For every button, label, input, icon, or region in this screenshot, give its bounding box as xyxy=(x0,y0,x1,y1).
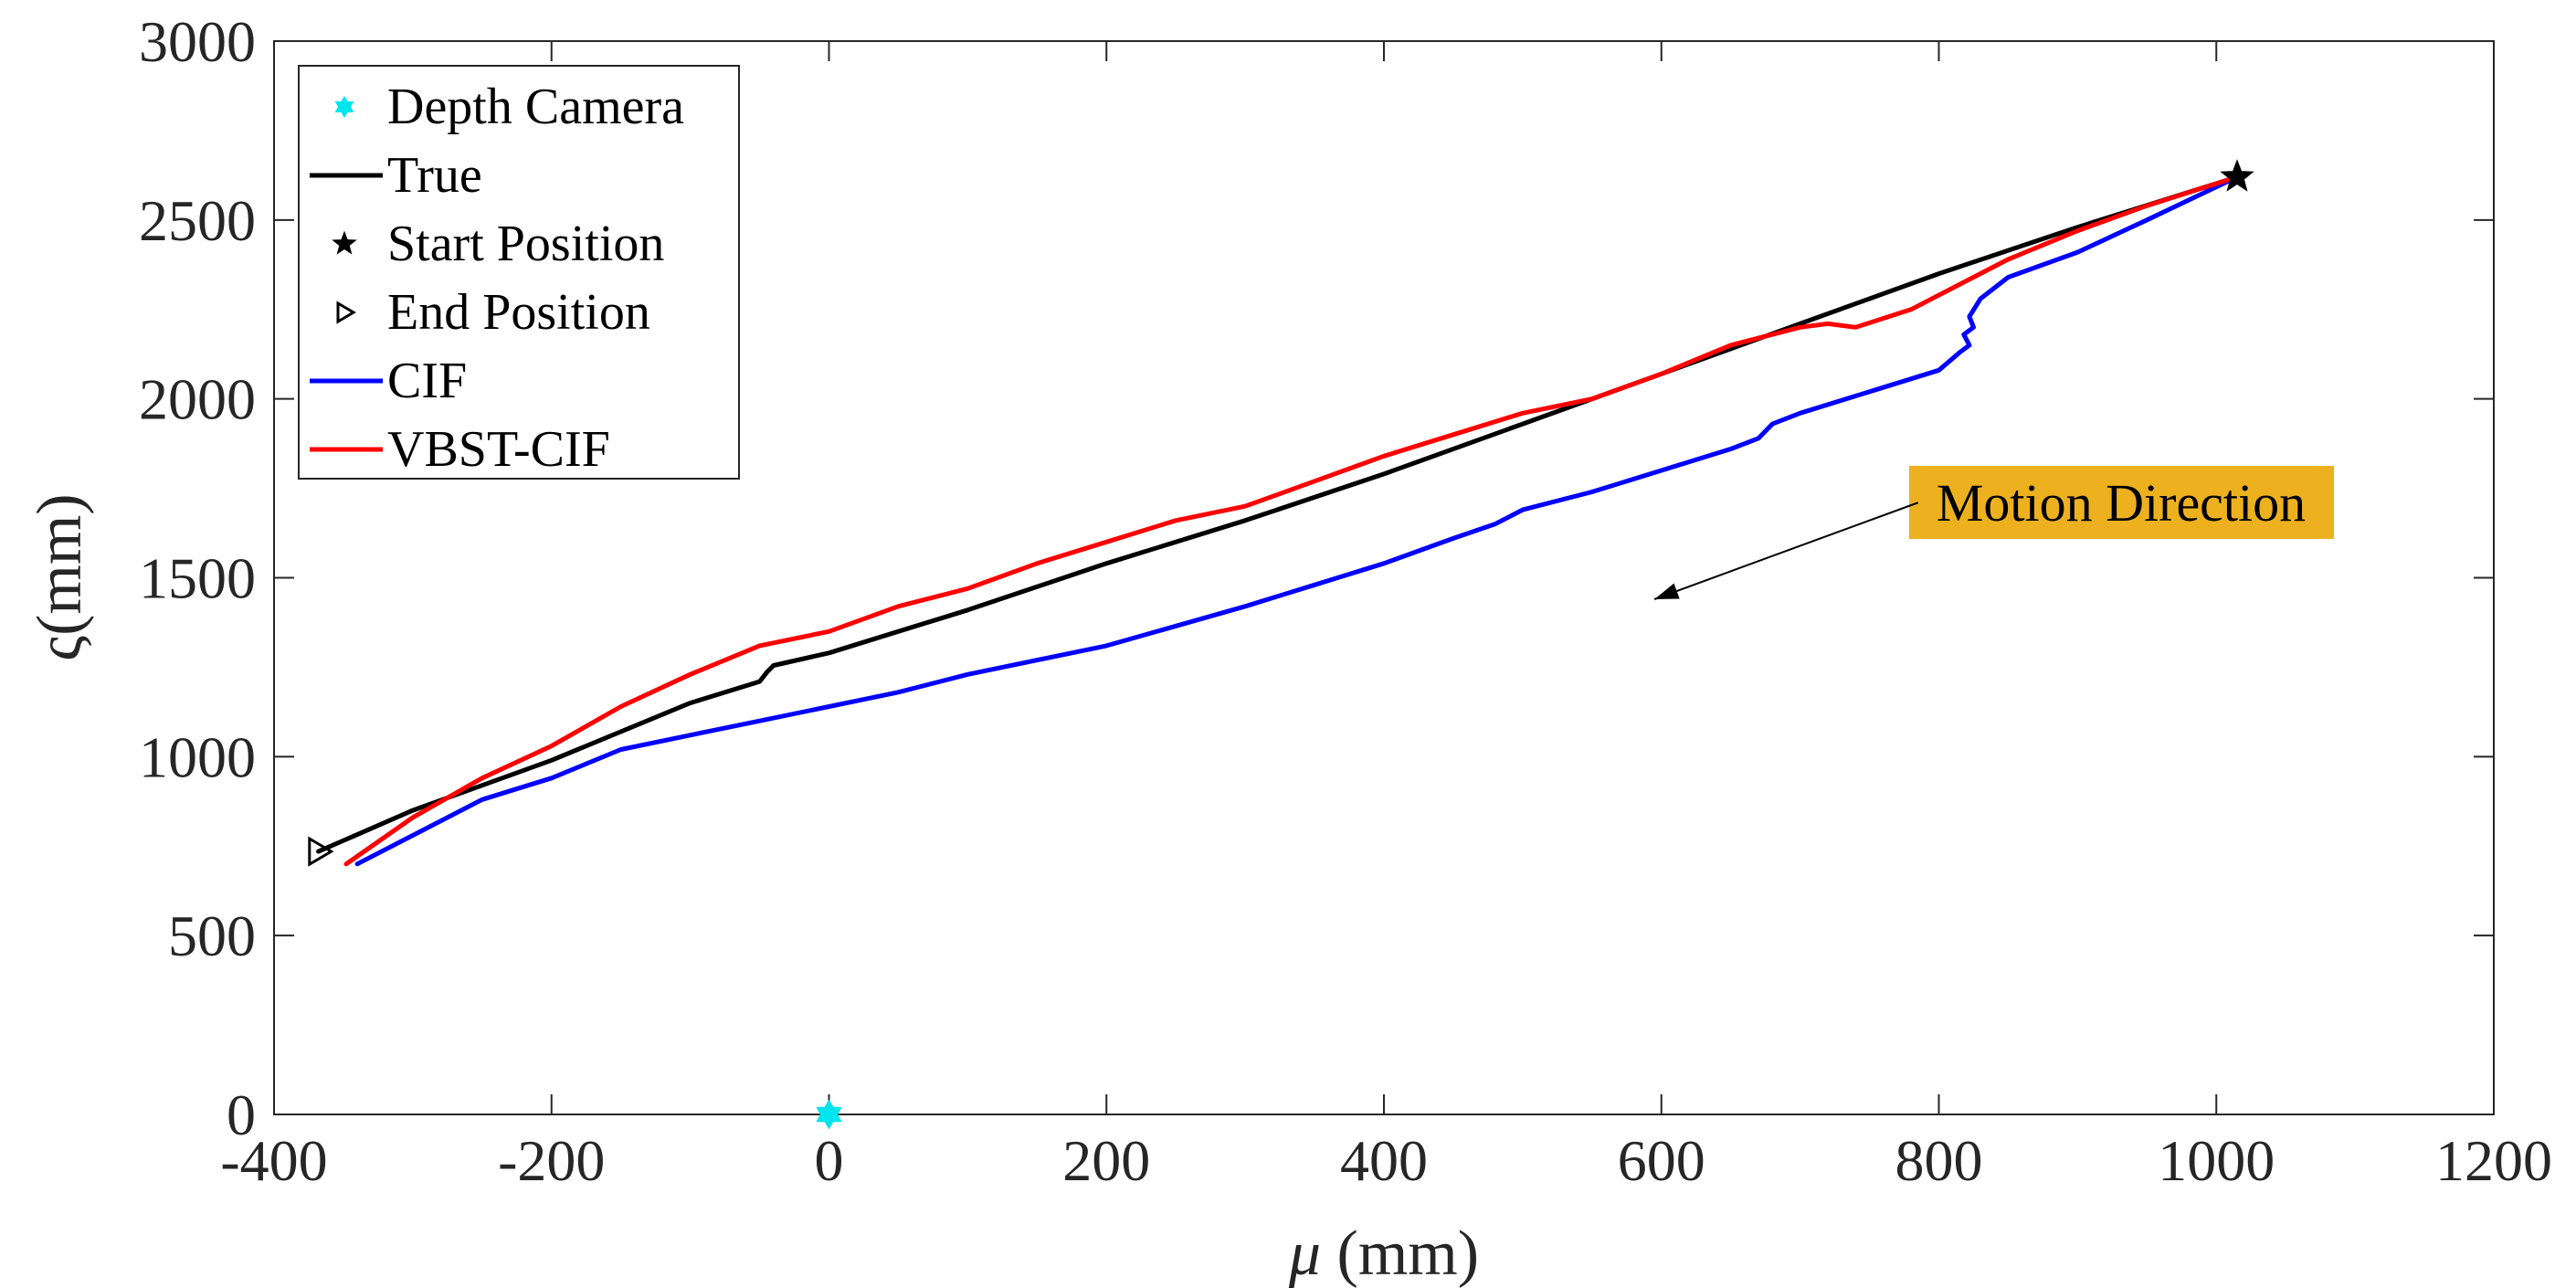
annotation-arrowhead xyxy=(1654,583,1680,599)
y-tick-label: 500 xyxy=(168,903,256,968)
legend-label-cif: CIF xyxy=(387,353,467,409)
x-axis-ticks: -400 -200 0 200 400 600 800 1000 1200 xyxy=(220,41,2552,1193)
y-tick-label: 3000 xyxy=(139,9,256,74)
x-axis-unit: (mm) xyxy=(1321,1219,1479,1288)
x-tick-label: 1200 xyxy=(2435,1128,2552,1193)
x-tick-label: -200 xyxy=(498,1128,605,1193)
annotation-box xyxy=(1909,466,2334,539)
x-tick-label: 400 xyxy=(1340,1128,1428,1193)
legend-label-vbst-cif: VBST-CIF xyxy=(387,421,610,478)
annotation-text: Motion Direction xyxy=(1937,473,2306,533)
end-position-marker xyxy=(308,836,334,867)
x-axis-symbol: μ xyxy=(1288,1219,1321,1288)
annotation-arrow xyxy=(1653,501,1919,600)
motion-direction-annotation: Motion Direction xyxy=(1653,466,2334,600)
x-tick-label: -400 xyxy=(220,1128,327,1193)
legend-swatch-depth-camera xyxy=(334,96,354,118)
depth-camera-marker xyxy=(816,1099,842,1130)
y-axis-title: ς(mm) xyxy=(25,493,95,660)
y-tick-label: 2000 xyxy=(139,367,256,432)
legend-box xyxy=(298,65,740,480)
x-tick-label: 200 xyxy=(1062,1128,1150,1193)
x-tick-label: 600 xyxy=(1618,1128,1705,1193)
series-line-vbst-cif xyxy=(343,174,2240,867)
legend-label-depth-camera: Depth Camera xyxy=(387,79,684,135)
legend-swatch-start-position xyxy=(332,230,357,255)
y-tick-label: 0 xyxy=(227,1082,256,1147)
series-line-cif xyxy=(354,174,2240,867)
y-tick-label: 1000 xyxy=(139,724,256,789)
legend: Depth Camera True Start Position End Positi… xyxy=(298,65,740,480)
marker-layer xyxy=(308,159,2254,1130)
y-tick-label: 1500 xyxy=(139,546,256,611)
series-layer xyxy=(316,174,2240,867)
legend-label-end-position: End Position xyxy=(387,284,650,341)
legend-label-true: True xyxy=(387,147,482,204)
series-line-true xyxy=(316,174,2240,854)
x-tick-label: 800 xyxy=(1895,1128,1983,1193)
y-tick-label: 2500 xyxy=(139,188,256,253)
start-position-marker xyxy=(2220,159,2254,192)
y-axis-ticks: 0 500 1000 1500 2000 2500 3000 xyxy=(139,9,2494,1147)
x-tick-label: 1000 xyxy=(2158,1128,2275,1193)
x-tick-label: 0 xyxy=(815,1128,844,1193)
x-axis-title: μ (mm) xyxy=(1288,1219,1479,1288)
legend-label-start-position: Start Position xyxy=(387,216,664,272)
legend-swatch-end-position xyxy=(336,301,356,324)
